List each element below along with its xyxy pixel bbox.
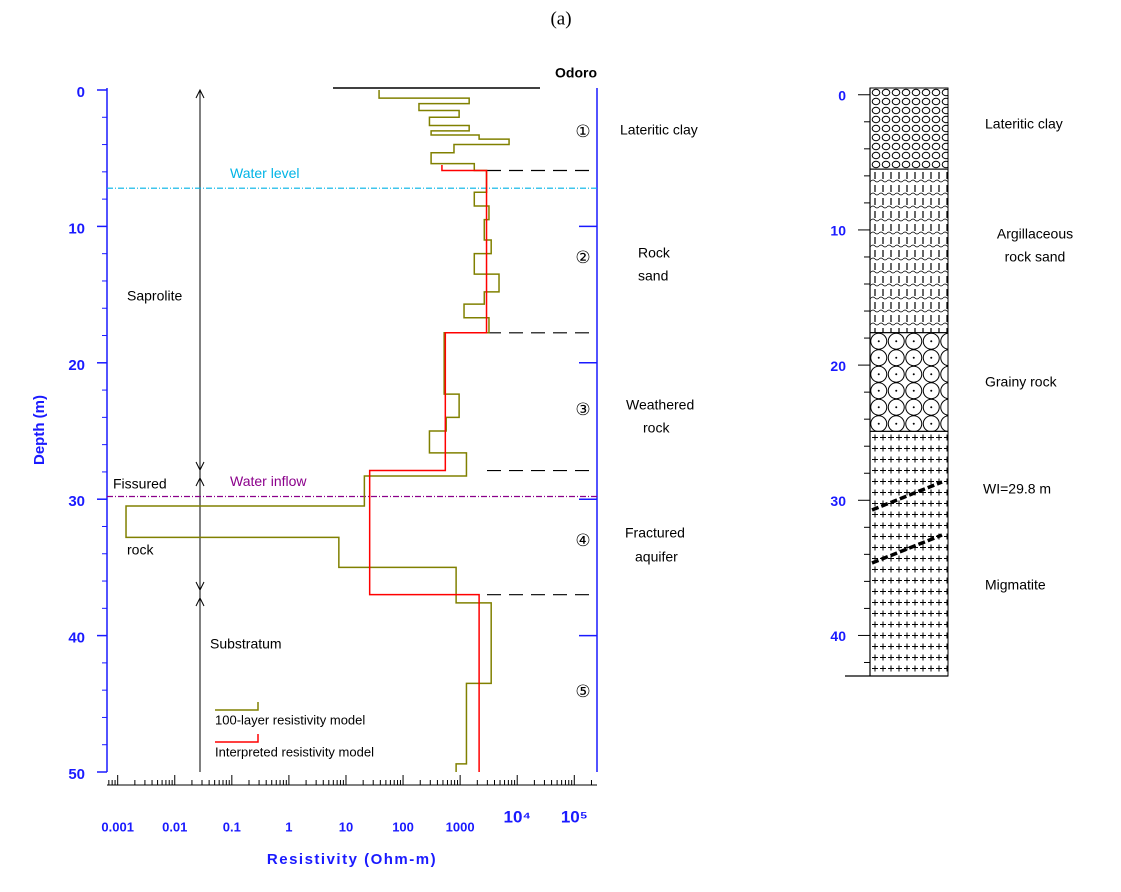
zone-label: Weathered [626, 397, 694, 413]
water-label: Water inflow [230, 473, 307, 489]
y-tick-label: 20 [68, 357, 85, 374]
x-tick-label: 0.1 [223, 819, 241, 834]
y-tick-label: 50 [68, 766, 85, 783]
unit-label: Fissured [113, 476, 167, 492]
zone-label: Lateritic clay [620, 122, 698, 138]
layer-label: rock sand [1005, 249, 1066, 265]
annotation: WI=29.8 m [983, 481, 1051, 497]
y-tick-label: 10 [68, 220, 85, 237]
x-tick-label: 10⁵ [561, 807, 588, 826]
x-tick-label: 0.01 [162, 819, 187, 834]
zone-number: ① [575, 122, 590, 142]
y-tick-label: 30 [830, 493, 846, 509]
zone-number: ⑤ [575, 682, 590, 702]
station-label: Odoro [555, 65, 597, 81]
legend-label: 100-layer resistivity model [215, 712, 365, 727]
zone-number: ② [575, 248, 590, 268]
y-tick-label: 20 [830, 358, 846, 374]
legend-swatch [215, 734, 259, 743]
water-label: Water level [230, 165, 300, 181]
y-tick-label: 0 [838, 87, 846, 103]
x-axis-label: Resistivity (Ohm-m) [267, 851, 437, 868]
lithology-layer [869, 332, 949, 432]
y-tick-label: 10 [830, 223, 846, 239]
layer-label: Migmatite [985, 577, 1046, 593]
unit-arrows [195, 88, 205, 772]
fracture [871, 533, 943, 565]
x-tick-label: 10 [339, 819, 353, 834]
x-tick-label: 0.001 [101, 819, 134, 834]
y-axis-label: Depth (m) [31, 395, 48, 465]
zone-number: ④ [575, 531, 590, 551]
legend-swatch [215, 702, 259, 711]
profile-line [368, 165, 488, 772]
figure-title: (a) [550, 8, 571, 29]
layer-label: Grainy rock [985, 374, 1058, 390]
layer-label: Lateritic clay [985, 116, 1063, 132]
legend-label: Interpreted resistivity model [215, 744, 374, 759]
lithology-layer [869, 87, 949, 170]
zone-label: aquifer [635, 549, 678, 565]
y-tick-label: 40 [68, 630, 85, 647]
zone-label: sand [638, 268, 668, 284]
unit-label: Saprolite [127, 288, 182, 304]
lithology-layer [869, 430, 949, 677]
fracture [871, 480, 943, 512]
zone-label: Rock [638, 245, 671, 261]
zone-label: Fractured [625, 525, 685, 541]
unit-label: Substratum [210, 636, 282, 652]
profile-line [125, 90, 510, 772]
zone-number: ③ [575, 400, 590, 420]
x-tick-label: 1000 [446, 819, 475, 834]
unit-label: rock [127, 542, 154, 558]
y-tick-label: 0 [77, 84, 85, 101]
y-tick-label: 40 [830, 628, 846, 644]
x-tick-label: 100 [392, 819, 414, 834]
lithology-layer [869, 168, 949, 334]
x-tick-label: 1 [285, 819, 292, 834]
zone-label: rock [643, 420, 670, 436]
x-tick-label: 10⁴ [504, 807, 531, 826]
y-tick-label: 30 [68, 493, 85, 510]
layer-label: Argillaceous [997, 226, 1073, 242]
